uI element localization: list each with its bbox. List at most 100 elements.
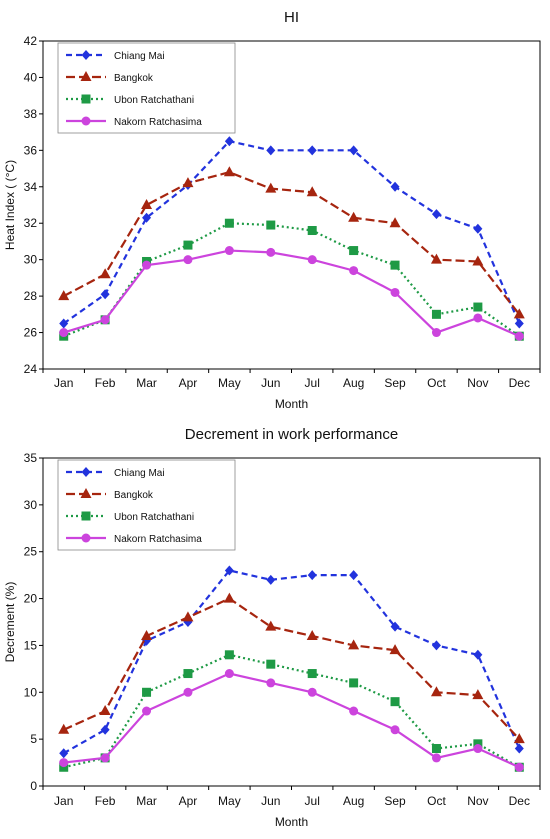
legend-marker — [80, 488, 92, 498]
legend: Chiang Mai Bangkok Ubon Ratchathani Nakorn … — [57, 459, 236, 551]
x-tick-label: Sep — [384, 794, 406, 808]
y-tick-label: 25 — [24, 545, 38, 559]
y-tick-label: 38 — [24, 107, 38, 121]
x-tick-label: Oct — [427, 794, 446, 808]
x-axis-label: Month — [275, 815, 308, 829]
y-tick-label: 20 — [24, 592, 38, 606]
series-nakorn-ratchasima — [59, 246, 524, 341]
data-point — [142, 260, 152, 270]
x-tick-label: Apr — [179, 376, 198, 390]
data-point — [224, 136, 234, 147]
data-point — [141, 199, 153, 209]
series-line — [63, 569, 521, 755]
data-point — [390, 697, 400, 707]
x-tick-label: Jun — [261, 794, 280, 808]
data-point — [99, 705, 111, 716]
data-point — [266, 220, 276, 230]
data-point — [473, 302, 483, 312]
data-point — [266, 678, 276, 688]
data-point — [514, 318, 524, 329]
x-tick-label: Mar — [136, 376, 157, 390]
x-tick-label: Jul — [305, 376, 320, 390]
x-tick-label: Dec — [509, 376, 530, 390]
data-point — [431, 309, 441, 319]
data-point — [348, 639, 360, 650]
x-tick-label: Jun — [261, 376, 280, 390]
data-point — [307, 255, 317, 265]
data-point — [223, 166, 235, 177]
x-tick-label: Sep — [384, 376, 406, 390]
y-tick-label: 0 — [30, 779, 37, 793]
data-point — [59, 318, 69, 329]
x-tick-label: Apr — [179, 794, 198, 808]
x-tick-label: Nov — [467, 376, 488, 390]
series-bangkok — [58, 592, 525, 744]
data-point — [472, 689, 484, 700]
x-tick-label: Aug — [343, 794, 364, 808]
x-axis-label: Month — [275, 397, 308, 411]
data-point — [142, 212, 152, 223]
data-point — [431, 744, 441, 754]
data-point — [183, 255, 193, 265]
series-bangkok — [58, 166, 525, 319]
data-point — [431, 209, 441, 220]
y-tick-label: 35 — [24, 451, 38, 465]
data-point — [223, 592, 235, 603]
data-point — [265, 620, 277, 631]
data-point — [58, 290, 70, 301]
data-point — [473, 744, 483, 754]
y-tick-label: 30 — [24, 253, 38, 267]
data-point — [59, 328, 69, 338]
chart-title: Decrement in work performance — [185, 426, 398, 443]
data-point — [430, 253, 442, 264]
data-point — [349, 266, 359, 276]
data-point — [100, 289, 110, 300]
y-tick-label: 36 — [24, 143, 38, 157]
legend-label: Nakorn Ratchasima — [114, 117, 202, 128]
data-point — [266, 145, 276, 156]
series-line — [63, 222, 520, 338]
data-point — [348, 211, 360, 222]
series-line — [63, 171, 521, 316]
series-ubon-ratchathani — [59, 218, 524, 341]
data-point — [390, 181, 400, 192]
data-point — [307, 226, 317, 236]
data-point — [349, 246, 359, 256]
x-tick-label: Jan — [54, 794, 73, 808]
x-tick-label: Oct — [427, 376, 446, 390]
legend-label: Ubon Ratchathani — [114, 512, 194, 523]
y-tick-label: 24 — [24, 362, 38, 376]
series-line — [63, 597, 521, 740]
data-point — [306, 186, 318, 197]
data-point — [390, 260, 400, 270]
x-tick-label: Mar — [136, 794, 157, 808]
series-line — [63, 672, 520, 769]
data-point — [472, 255, 484, 266]
legend: Chiang Mai Bangkok Ubon Ratchathani Nakorn … — [57, 42, 236, 134]
x-tick-label: Feb — [95, 794, 116, 808]
y-tick-label: 40 — [24, 70, 38, 84]
data-point — [473, 313, 483, 323]
data-point — [266, 247, 276, 257]
data-point — [431, 640, 441, 651]
y-tick-label: 15 — [24, 638, 38, 652]
data-point — [59, 758, 69, 768]
data-point — [431, 753, 441, 763]
data-point — [390, 621, 400, 632]
chart-title: HI — [284, 9, 299, 26]
data-point — [307, 687, 317, 697]
data-point — [141, 630, 153, 641]
data-point — [514, 762, 524, 772]
data-point — [99, 268, 111, 279]
chart-work-decrement: Decrement in work performance 0 5 10 15 20 25 3… — [3, 426, 541, 829]
data-point — [514, 331, 524, 341]
data-point — [224, 669, 234, 679]
y-tick-label: 30 — [24, 498, 38, 512]
data-point — [100, 753, 110, 763]
data-point — [389, 644, 401, 655]
y-tick-label: 5 — [30, 732, 37, 746]
data-point — [349, 678, 359, 688]
data-point — [307, 145, 317, 156]
data-point — [473, 649, 483, 660]
data-point — [431, 328, 441, 338]
